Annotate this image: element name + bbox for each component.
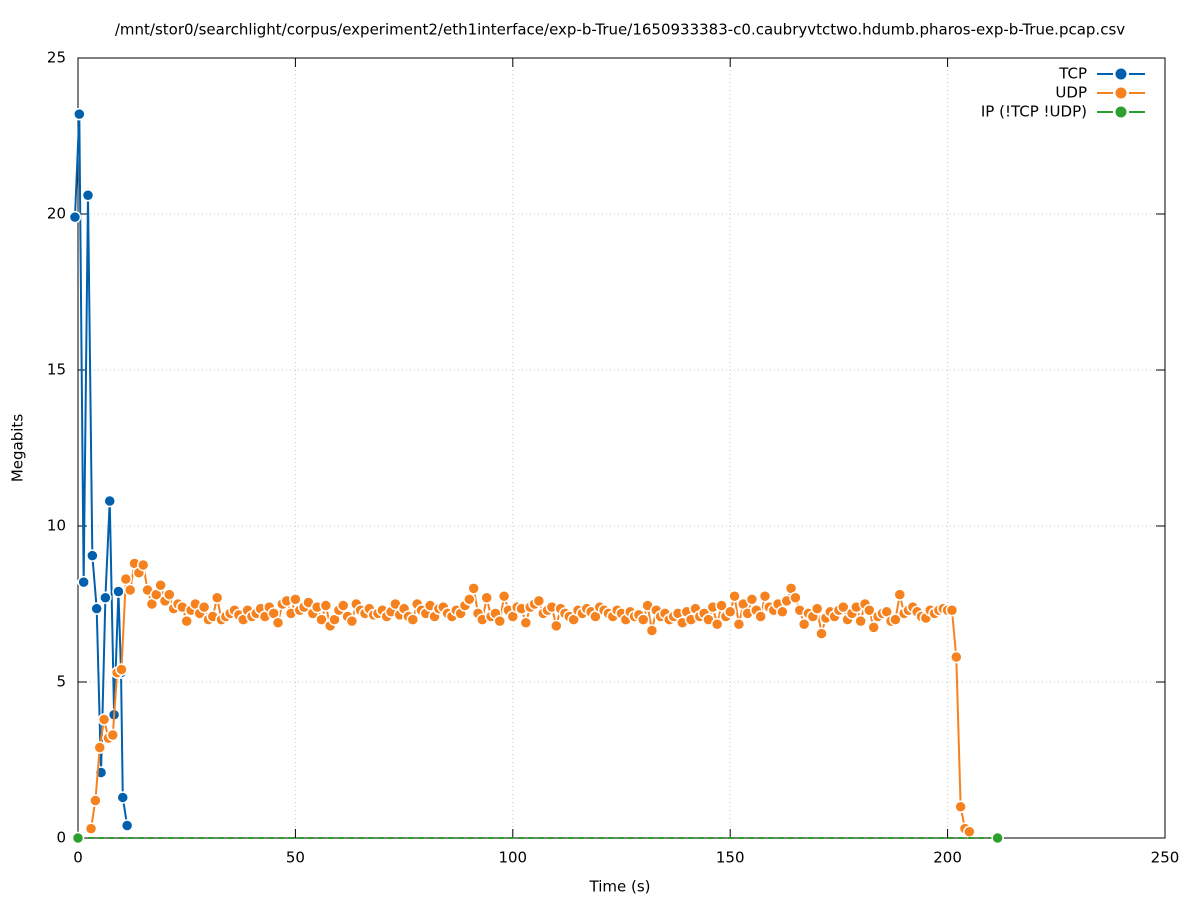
legend-marker xyxy=(1115,106,1127,118)
x-tick-label: 100 xyxy=(498,849,527,867)
data-point xyxy=(815,627,828,640)
data-point xyxy=(945,603,959,617)
data-point xyxy=(463,593,476,606)
x-tick-label: 0 xyxy=(73,849,83,867)
data-point xyxy=(73,107,86,121)
data-point xyxy=(950,650,963,664)
data-point xyxy=(493,614,507,628)
data-point xyxy=(77,575,90,589)
chart-title: /mnt/stor0/searchlight/corpus/experiment… xyxy=(115,21,1125,39)
data-point xyxy=(758,589,772,603)
data-point xyxy=(710,618,724,631)
data-point xyxy=(863,603,876,617)
data-point xyxy=(89,794,102,807)
data-point xyxy=(97,713,111,726)
y-axis-label: Megabits xyxy=(9,414,27,482)
data-point xyxy=(315,613,328,626)
data-point xyxy=(963,825,976,839)
legend-label: IP (!TCP !UDP) xyxy=(981,103,1087,121)
data-point xyxy=(116,791,130,804)
data-point xyxy=(467,582,480,595)
y-tick-label: 10 xyxy=(47,517,66,535)
data-point xyxy=(745,593,759,606)
x-tick-label: 50 xyxy=(286,849,305,867)
data-point xyxy=(336,599,350,612)
data-point xyxy=(71,831,85,845)
x-tick-label: 250 xyxy=(1151,849,1180,867)
data-point xyxy=(271,616,285,629)
y-tick-label: 0 xyxy=(56,829,66,847)
data-point xyxy=(954,800,967,814)
data-point xyxy=(532,594,546,608)
legend-marker xyxy=(1115,87,1127,99)
series-line xyxy=(73,114,129,826)
data-point xyxy=(867,621,880,634)
data-point xyxy=(810,602,824,615)
data-point xyxy=(86,549,99,562)
data-point xyxy=(715,599,728,612)
data-point xyxy=(480,591,493,605)
data-point xyxy=(163,588,176,601)
data-point xyxy=(103,494,116,508)
data-point xyxy=(115,663,128,676)
data-point xyxy=(645,624,659,637)
data-point xyxy=(68,210,82,224)
legend-label: UDP xyxy=(1055,84,1087,102)
data-point xyxy=(119,572,133,586)
x-tick-label: 150 xyxy=(716,849,745,867)
data-point xyxy=(99,591,112,605)
data-point xyxy=(519,616,533,629)
data-point xyxy=(636,613,650,626)
y-tick-label: 15 xyxy=(47,361,66,379)
legend-label: TCP xyxy=(1058,65,1087,83)
data-point xyxy=(797,618,811,631)
data-point xyxy=(406,613,420,626)
data-point xyxy=(112,585,125,598)
data-point xyxy=(93,741,106,754)
x-tick-label: 200 xyxy=(933,849,962,867)
data-point xyxy=(728,589,741,603)
data-point xyxy=(836,600,850,614)
y-tick-label: 20 xyxy=(47,205,66,223)
data-point xyxy=(345,614,359,628)
data-point xyxy=(210,591,224,605)
data-point xyxy=(84,822,98,835)
data-point xyxy=(289,593,302,606)
data-point xyxy=(889,613,902,626)
data-point xyxy=(90,602,103,615)
x-axis-label: Time (s) xyxy=(589,878,651,896)
data-point xyxy=(732,618,746,631)
data-point xyxy=(81,189,95,202)
data-point xyxy=(550,619,563,633)
data-point xyxy=(497,589,511,603)
data-point xyxy=(754,610,767,623)
data-point xyxy=(319,599,333,612)
data-point xyxy=(180,614,193,628)
data-point xyxy=(789,591,802,605)
data-point xyxy=(893,588,907,601)
data-point xyxy=(123,583,137,597)
y-tick-label: 5 xyxy=(56,673,66,691)
data-point xyxy=(136,558,150,572)
data-point xyxy=(723,605,737,619)
data-point xyxy=(776,605,789,619)
data-point xyxy=(197,600,211,614)
data-point xyxy=(120,819,134,832)
legend-marker xyxy=(1115,68,1127,80)
data-point xyxy=(154,579,167,592)
data-point xyxy=(854,614,867,628)
y-tick-label: 25 xyxy=(47,49,66,67)
data-point xyxy=(106,728,120,742)
data-point xyxy=(991,831,1004,845)
